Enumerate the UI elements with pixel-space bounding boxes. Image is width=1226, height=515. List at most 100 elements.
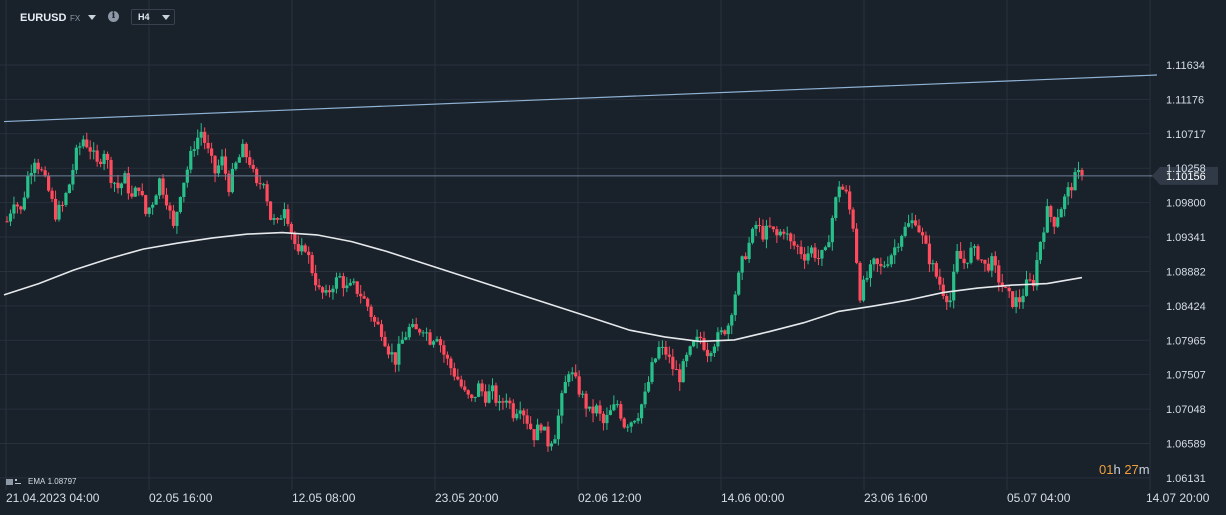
candle-body: [848, 191, 852, 210]
candle-body: [577, 376, 581, 395]
ema-legend[interactable]: EMA 1.08797: [6, 477, 77, 486]
candle-body: [421, 332, 425, 334]
candle-body: [414, 324, 418, 330]
indicator-settings-icon[interactable]: [6, 478, 24, 486]
candle-body: [959, 250, 963, 259]
candle-body: [539, 424, 543, 431]
candle-body: [258, 183, 262, 185]
candle-body: [698, 336, 703, 339]
candle-body: [563, 381, 567, 394]
candle-body: [709, 353, 713, 357]
candle-body: [931, 263, 935, 265]
candle-body: [1021, 295, 1025, 303]
timeframe-select[interactable]: H4: [131, 9, 175, 25]
candle-body: [813, 247, 817, 259]
grid-lines: [0, 0, 1151, 490]
candle-body: [47, 175, 51, 191]
symbol-dropdown-icon[interactable]: [88, 15, 96, 20]
candle-body: [345, 285, 349, 289]
countdown-hours-unit: h: [1113, 462, 1121, 477]
symbol-name[interactable]: EURUSD: [20, 12, 67, 24]
candle-body: [799, 246, 803, 255]
candle-body: [272, 218, 276, 220]
y-axis[interactable]: 1.11634 1.11176 1.10717 1.10258 1.09800 1.093…: [1166, 60, 1206, 485]
candle-body: [473, 396, 477, 398]
candle-body: [303, 245, 307, 252]
candle-body: [889, 255, 893, 265]
candle-body: [802, 254, 807, 261]
candle-body: [379, 324, 384, 337]
candle-body: [310, 255, 314, 274]
x-axis[interactable]: 21.04.2023 04:00 02.05 16:00 12.05 08:00 23…: [6, 491, 1210, 505]
candle-body: [112, 182, 117, 184]
candle-body: [581, 393, 585, 395]
candle-body: [15, 204, 20, 207]
candle-body: [535, 424, 540, 441]
candle-body: [213, 155, 217, 174]
candle-body: [251, 164, 255, 169]
candle-body: [688, 346, 692, 355]
ema-label: EMA: [28, 477, 46, 486]
candle-body: [983, 259, 987, 264]
symbol-type: FX: [70, 14, 81, 23]
candle-body: [352, 281, 356, 283]
candle-body: [757, 224, 762, 227]
candle-body: [854, 228, 859, 263]
y-tick-label: 1.08882: [1166, 266, 1206, 278]
candle-body: [1004, 286, 1008, 288]
candle-body: [369, 306, 373, 317]
candle-body: [844, 189, 848, 192]
candle-body: [754, 224, 758, 229]
candle-body: [438, 339, 443, 346]
x-tick-label: 02.06 12:00: [578, 491, 642, 505]
candle-body: [893, 247, 897, 256]
candle-body: [442, 345, 446, 355]
candle-body: [324, 290, 328, 293]
candle-body: [823, 247, 827, 251]
candle-body: [948, 300, 952, 303]
x-tick-label: 21.04.2023 04:00: [6, 491, 100, 505]
candle-body: [199, 131, 203, 138]
candle-body: [962, 258, 966, 264]
candle-body: [726, 325, 730, 335]
candle-body: [119, 183, 124, 189]
candle-body: [685, 354, 689, 362]
candle-body: [494, 385, 498, 403]
candle-body: [74, 147, 78, 171]
candle-body: [993, 256, 997, 266]
candle-body: [518, 410, 522, 414]
x-tick-label: 02.05 16:00: [149, 491, 213, 505]
candle-body: [775, 229, 779, 236]
candle-body: [508, 400, 512, 404]
candle-body: [594, 405, 599, 414]
candle-body: [456, 376, 460, 380]
candle-body: [965, 262, 970, 264]
candle-body: [490, 385, 495, 392]
candle-body: [830, 217, 834, 243]
candle-body: [237, 157, 241, 163]
candle-body: [660, 346, 665, 348]
candle-body: [483, 391, 488, 403]
candle-body: [747, 242, 751, 260]
info-icon[interactable]: i: [108, 11, 119, 22]
trend-line[interactable]: [3, 74, 1158, 123]
candle-body: [397, 343, 401, 365]
candle-body: [366, 298, 370, 307]
candle-body: [147, 207, 151, 214]
candle-body: [126, 173, 130, 194]
candle-body: [36, 162, 40, 170]
candle-body: [424, 332, 429, 334]
candle-body: [144, 195, 148, 214]
ema-value: 1.08797: [47, 477, 77, 486]
candle-body: [615, 404, 619, 406]
candle-body: [1073, 172, 1077, 191]
candle-body: [338, 276, 342, 278]
candle-body: [903, 226, 907, 236]
candle-body: [463, 386, 467, 391]
candle-body: [386, 346, 391, 355]
x-tick-label: 23.05 20:00: [435, 491, 499, 505]
candle-body: [1066, 187, 1070, 197]
candle-body: [504, 400, 508, 403]
current-price-label-bg: [1152, 166, 1218, 185]
